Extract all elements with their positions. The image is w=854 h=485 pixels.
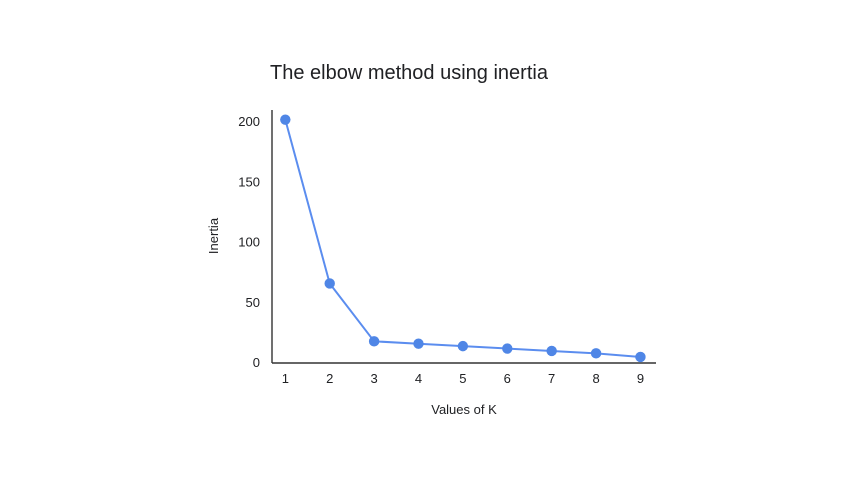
- series-line: [284, 118, 642, 358]
- x-tick-label: 1: [282, 371, 289, 386]
- y-tick-label: 150: [238, 174, 260, 189]
- data-point: [546, 345, 557, 357]
- data-point: [368, 336, 380, 347]
- series-layer: [280, 114, 646, 363]
- y-tick-label: 200: [238, 114, 260, 129]
- x-tick-label: 8: [592, 371, 599, 386]
- labels-layer: 0 50 100 150 200 1 2 3 4 5 6 7 8 9 Values of K Inertia: [206, 114, 644, 417]
- x-tick-label: 7: [548, 371, 555, 386]
- y-tick-label: 0: [253, 355, 260, 370]
- data-point: [413, 338, 424, 349]
- y-axis-label: Inertia: [206, 217, 221, 254]
- axes: [271, 110, 656, 364]
- data-point: [324, 278, 335, 289]
- y-tick-label: 100: [238, 235, 260, 250]
- data-point: [590, 348, 602, 359]
- x-tick-label: 2: [326, 371, 333, 386]
- y-tick-label: 50: [246, 295, 260, 310]
- x-tick-label: 3: [370, 371, 377, 386]
- data-point: [280, 114, 291, 125]
- data-point: [635, 351, 646, 363]
- data-point: [502, 343, 513, 354]
- chart-title: The elbow method using inertia: [270, 62, 548, 84]
- x-tick-label: 9: [637, 371, 644, 386]
- x-tick-label: 4: [415, 371, 422, 386]
- x-tick-label: 5: [459, 371, 466, 386]
- x-axis-label: Values of K: [431, 402, 497, 417]
- data-point: [457, 340, 469, 352]
- x-tick-label: 6: [504, 371, 511, 386]
